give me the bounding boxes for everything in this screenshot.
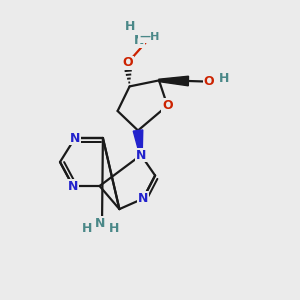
Text: N: N <box>136 148 146 162</box>
Text: H: H <box>219 72 229 85</box>
Text: H: H <box>124 20 135 34</box>
Text: O: O <box>162 99 173 112</box>
Polygon shape <box>133 130 143 155</box>
Text: H: H <box>109 221 119 235</box>
Text: O: O <box>204 75 214 88</box>
Text: N: N <box>138 192 148 205</box>
Text: N: N <box>134 34 144 47</box>
Text: N: N <box>70 131 80 145</box>
Polygon shape <box>159 76 188 86</box>
Text: O: O <box>122 56 133 70</box>
Text: —H: —H <box>139 32 159 42</box>
Text: N: N <box>95 217 106 230</box>
Text: N: N <box>68 179 78 193</box>
Text: H: H <box>82 221 92 235</box>
